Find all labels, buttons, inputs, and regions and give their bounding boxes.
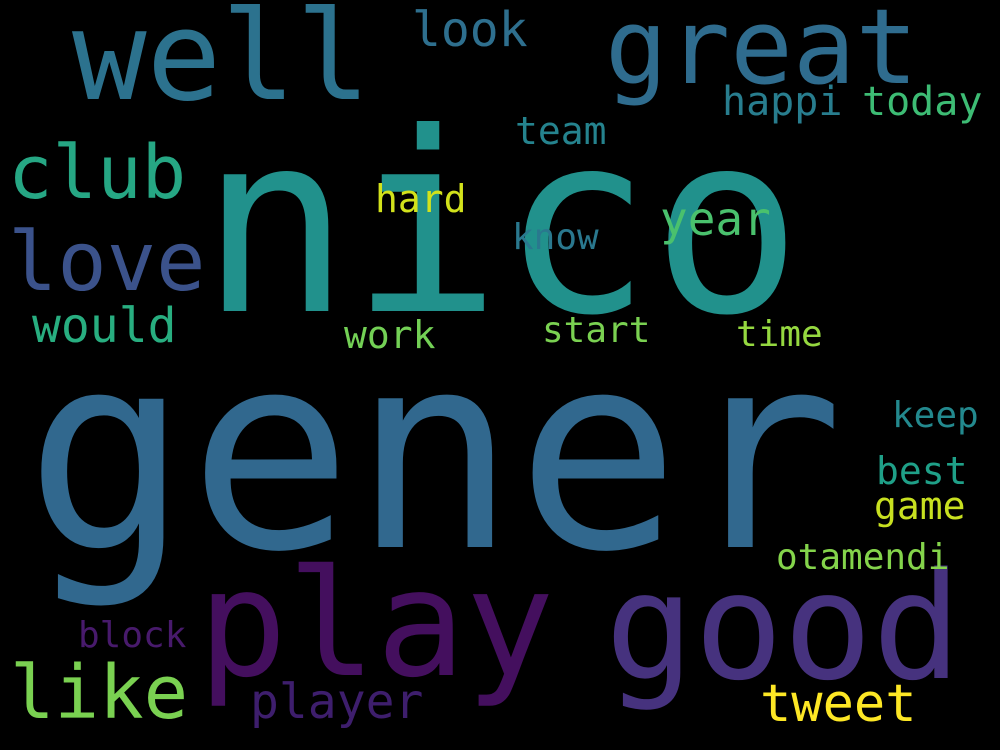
word-hard: hard xyxy=(375,177,467,221)
word-happi: happi xyxy=(722,79,843,125)
word-gener: gener xyxy=(25,296,844,612)
word-work: work xyxy=(344,313,436,357)
word-look: look xyxy=(412,2,528,58)
word-start: start xyxy=(542,310,651,351)
word-team: team xyxy=(515,109,607,153)
word-nico: nico xyxy=(200,79,803,370)
word-tweet: tweet xyxy=(760,674,917,734)
word-good: good xyxy=(605,541,962,713)
word-well: well xyxy=(72,0,371,129)
word-year: year xyxy=(660,192,771,246)
word-today: today xyxy=(862,79,983,125)
word-great: great xyxy=(605,0,919,108)
word-player: player xyxy=(250,674,424,730)
word-time: time xyxy=(736,314,823,355)
word-love: love xyxy=(8,215,206,310)
word-club: club xyxy=(8,130,187,216)
word-game: game xyxy=(874,484,966,528)
word-play: play xyxy=(198,538,555,710)
word-would: would xyxy=(32,298,177,354)
word-keep: keep xyxy=(892,395,979,436)
word-know: know xyxy=(512,217,599,258)
word-block: block xyxy=(78,615,187,656)
word-otamendi: otamendi xyxy=(776,537,950,578)
word-like: like xyxy=(10,650,189,736)
word-best: best xyxy=(876,449,968,493)
